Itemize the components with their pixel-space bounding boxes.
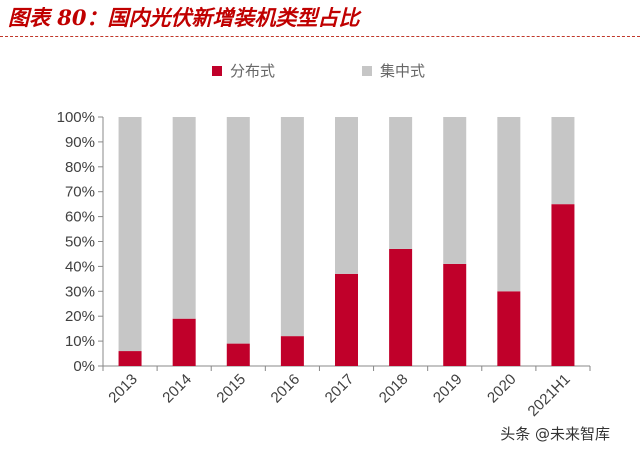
bar-centralized-2015 xyxy=(226,117,250,344)
bar-centralized-2017 xyxy=(335,117,358,274)
y-tick-label: 90% xyxy=(65,134,95,151)
x-tick-label: 2013 xyxy=(105,371,141,407)
x-tick-label: 2015 xyxy=(213,371,249,407)
y-tick-label: 100% xyxy=(57,109,95,126)
bar-distributed-2014 xyxy=(172,318,196,366)
bar-centralized-2013 xyxy=(118,117,142,352)
bar-centralized-2018 xyxy=(389,117,413,249)
y-tick-label: 70% xyxy=(65,184,95,201)
y-tick-label: 80% xyxy=(65,159,95,176)
y-tick-label: 30% xyxy=(65,283,95,300)
legend-swatch-1 xyxy=(212,66,222,76)
x-tick-label: 2017 xyxy=(322,371,358,407)
chart-title: 图表 80：国内光伏新增装机类型占比 xyxy=(8,5,360,30)
x-tick-label: 2016 xyxy=(268,371,304,407)
y-tick-label: 60% xyxy=(65,209,95,226)
bar-centralized-2020 xyxy=(497,117,521,292)
bar-distributed-2021H1 xyxy=(551,204,575,366)
bar-distributed-2019 xyxy=(443,263,467,366)
bar-distributed-2016 xyxy=(280,336,304,366)
x-tick-label: 2019 xyxy=(430,371,466,407)
legend-label-1: 分布式 xyxy=(230,62,275,80)
legend-label-2: 集中式 xyxy=(380,62,425,80)
y-tick-label: 50% xyxy=(65,234,95,251)
y-tick-label: 40% xyxy=(65,258,95,275)
x-tick-label: 2020 xyxy=(484,371,520,407)
bar-distributed-2013 xyxy=(118,351,142,366)
y-tick-label: 0% xyxy=(73,358,95,375)
y-tick-label: 20% xyxy=(65,308,95,325)
bar-distributed-2018 xyxy=(389,248,413,366)
bar-distributed-2017 xyxy=(335,273,358,366)
bar-distributed-2015 xyxy=(226,343,250,366)
x-tick-label: 2018 xyxy=(376,371,412,407)
watermark: 头条 @未来智库 xyxy=(496,422,614,445)
bar-centralized-2019 xyxy=(443,117,467,264)
legend-swatch-2 xyxy=(362,66,372,76)
x-tick-label: 2021H1 xyxy=(525,371,574,420)
bar-centralized-2021H1 xyxy=(551,117,575,205)
bar-distributed-2020 xyxy=(497,291,521,366)
bar-centralized-2014 xyxy=(172,117,196,319)
title-divider xyxy=(0,36,640,37)
bar-centralized-2016 xyxy=(280,117,304,337)
x-tick-label: 2014 xyxy=(159,371,195,407)
y-tick-label: 10% xyxy=(65,333,95,350)
